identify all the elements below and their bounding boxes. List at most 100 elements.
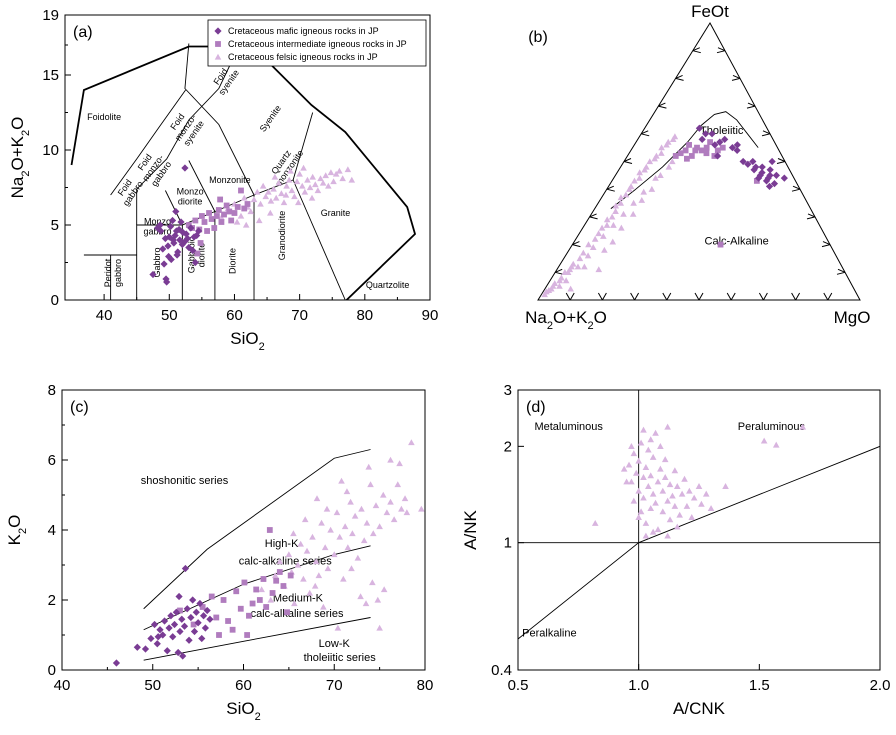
y-axis-label-part: Na [8, 176, 27, 198]
data-point-felsic [314, 187, 322, 194]
ternary-tick [746, 105, 756, 109]
ternary-frame [537, 22, 861, 301]
data-point-felsic [661, 474, 669, 480]
y-tick-label: 8 [48, 382, 56, 399]
field-label: Granodiorite [277, 211, 287, 261]
panel-d-acnk-ank-diagram: 0.5 1.0 1.5 2.0 0.4 1 2 3 A/CNK A/NK (d) Metalumino… [461, 382, 890, 718]
field-label: Quartzmonzonite [265, 142, 305, 187]
field-label: Calc-Alkaline [705, 236, 769, 248]
field-label: Syenite [258, 103, 283, 133]
data-point-intermediate [686, 141, 692, 148]
data-point-felsic [558, 274, 565, 281]
panel-label: (b) [528, 29, 548, 46]
data-point-felsic [584, 252, 592, 259]
x-tick-label: 0.5 [508, 677, 529, 694]
ternary-tick [776, 161, 786, 164]
field-label: Foidsyenite [208, 62, 241, 97]
data-point-felsic [408, 439, 415, 446]
data-point-mafic [695, 124, 703, 132]
ternary-tick [692, 47, 700, 52]
x-tick-label: 2.0 [870, 677, 891, 694]
panel-label: (a) [73, 24, 93, 41]
data-point-felsic [551, 280, 559, 287]
data-point-felsic [722, 483, 729, 489]
apex-left-label-part: Na [525, 308, 547, 327]
y-tick-label: 2 [48, 592, 56, 609]
data-point-felsic [403, 509, 411, 516]
data-point-felsic [333, 509, 341, 516]
data-point-felsic [760, 437, 768, 444]
data-point-intermediate [260, 576, 267, 582]
data-point-felsic [600, 232, 607, 239]
x-axis-label-part: SiO [226, 699, 254, 718]
data-point-mafic [195, 227, 203, 235]
x-axis-label-part: 2 [259, 341, 265, 353]
ternary-tick [572, 244, 581, 248]
data-point-intermediate [269, 590, 276, 596]
data-point-felsic [652, 174, 659, 181]
data-point-mafic [750, 166, 758, 174]
y-tick-label: 4 [48, 522, 56, 539]
data-point-felsic [640, 426, 647, 433]
data-point-mafic [768, 157, 776, 166]
data-point-felsic [635, 457, 642, 464]
data-point-intermediate [719, 144, 726, 151]
data-point-felsic [309, 173, 316, 180]
data-point-felsic [630, 450, 638, 457]
ternary-tick [569, 292, 575, 301]
data-point-felsic [628, 443, 635, 449]
data-point-mafic [744, 160, 752, 168]
x-axis-label: SiO2 [230, 329, 264, 353]
data-point-intermediate [237, 605, 244, 612]
data-point-intermediate [229, 626, 236, 633]
data-point-mafic [169, 633, 177, 641]
ternary-tick [827, 292, 833, 301]
data-point-felsic [327, 526, 334, 533]
x-tick-label: 40 [96, 307, 113, 324]
data-point-felsic [628, 478, 635, 485]
data-point-intermediate [682, 147, 689, 154]
data-point-intermediate [703, 144, 710, 151]
data-point-felsic [332, 170, 340, 177]
data-point-felsic [576, 255, 584, 262]
data-point-mafic [172, 207, 180, 216]
data-point-intermediate [220, 597, 227, 603]
x-tick-label: 1.5 [749, 677, 770, 694]
data-point-felsic [387, 498, 394, 505]
data-point-mafic [189, 246, 197, 255]
data-point-intermediate [215, 207, 222, 213]
data-point-felsic [659, 508, 667, 515]
data-point-felsic [609, 238, 617, 245]
data-point-felsic [640, 494, 647, 501]
data-point-mafic [147, 634, 155, 643]
data-point-intermediate [253, 586, 260, 593]
ternary-tick [623, 158, 632, 162]
data-point-felsic [671, 133, 679, 140]
field-boundary-line [518, 445, 880, 640]
ternary-tick [589, 213, 597, 218]
field-label-line: Gabbroic [187, 236, 197, 273]
data-point-felsic [669, 158, 676, 165]
field-label-line: shoshonitic series [141, 475, 229, 487]
data-point-mafic [176, 627, 184, 636]
data-point-felsic [647, 505, 655, 512]
data-point-intermediate [233, 588, 240, 595]
data-point-intermediate [684, 155, 690, 162]
data-point-felsic [642, 519, 650, 526]
data-point-felsic [649, 528, 657, 535]
data-point-felsic [285, 176, 293, 183]
data-point-intermediate [280, 583, 287, 589]
data-point-mafic [112, 659, 121, 667]
data-point-intermediate [225, 618, 231, 624]
data-point-mafic [172, 608, 180, 616]
data-point-mafic [177, 218, 185, 226]
data-point-felsic [647, 472, 655, 479]
data-point-felsic [676, 511, 683, 518]
data-point-felsic [285, 551, 293, 558]
data-point-mafic [199, 612, 208, 620]
data-point-intermediate [249, 600, 256, 607]
data-point-felsic [283, 182, 290, 189]
data-point-felsic [620, 465, 628, 472]
